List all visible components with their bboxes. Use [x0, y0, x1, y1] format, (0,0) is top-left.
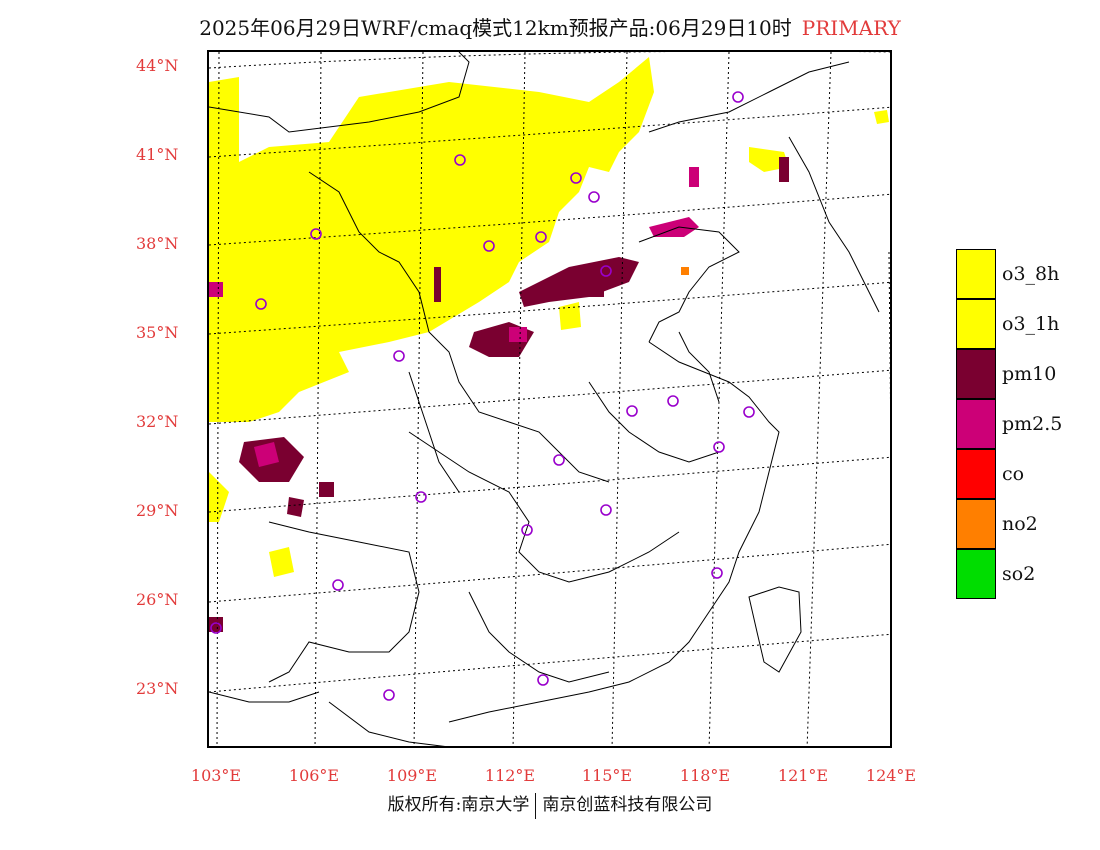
legend-swatch: [956, 499, 996, 549]
station-marker: [570, 172, 582, 184]
station-marker: [521, 524, 533, 536]
legend-item-no2: no2: [956, 499, 1062, 549]
station-marker: [667, 395, 679, 407]
boundaries: [209, 52, 880, 746]
station-marker: [383, 689, 395, 701]
legend-swatch: [956, 399, 996, 449]
station-marker: [600, 265, 612, 277]
station-marker: [713, 441, 725, 453]
legend-label: o3_1h: [1002, 313, 1060, 335]
station-marker: [332, 579, 344, 591]
lon-label-103: 103°E: [190, 766, 242, 785]
lat-label-38: 38°N: [136, 234, 179, 253]
lon-label-121: 121°E: [777, 766, 829, 785]
legend-label: no2: [1002, 513, 1038, 535]
lon-label-106: 106°E: [288, 766, 340, 785]
station-marker: [255, 298, 267, 310]
station-marker: [553, 454, 565, 466]
station-marker: [454, 154, 466, 166]
legend-label: pm10: [1002, 363, 1057, 385]
legend-item-so2: so2: [956, 549, 1062, 599]
title-main: 2025年06月29日WRF/cmaq模式12km预报产品:06月29日10时: [199, 16, 792, 40]
station-marker: [537, 674, 549, 686]
footer-right: 南京创蓝科技有限公司: [542, 795, 713, 815]
title-tag: PRIMARY: [801, 16, 901, 40]
lon-label-112: 112°E: [484, 766, 536, 785]
station-marker: [732, 91, 744, 103]
legend-item-pm10: pm10: [956, 349, 1062, 399]
station-marker: [415, 491, 427, 503]
copyright-footer: 版权所有:南京大学 南京创蓝科技有限公司: [0, 790, 1100, 819]
lon-label-124: 124°E: [865, 766, 917, 785]
station-marker: [711, 567, 723, 579]
legend-label: co: [1002, 463, 1025, 485]
station-marker: [626, 405, 638, 417]
graticule: [209, 52, 890, 746]
station-marker: [483, 240, 495, 252]
legend-item-o3-8h: o3_8h: [956, 249, 1062, 299]
pm25-areas: [209, 167, 699, 467]
legend-swatch: [956, 449, 996, 499]
lat-label-32: 32°N: [136, 412, 179, 431]
station-marker: [310, 228, 322, 240]
legend-swatch: [956, 249, 996, 299]
footer-left: 版权所有:南京大学: [387, 795, 530, 815]
map-title: 2025年06月29日WRF/cmaq模式12km预报产品:06月29日10时 P…: [0, 12, 1100, 41]
map-panel[interactable]: [207, 50, 892, 748]
legend-item-o3-1h: o3_1h: [956, 299, 1062, 349]
station-marker: [600, 504, 612, 516]
legend-swatch: [956, 549, 996, 599]
station-marker: [588, 191, 600, 203]
footer-separator: [535, 792, 537, 819]
legend-label: pm2.5: [1002, 413, 1063, 435]
lon-label-118: 118°E: [679, 766, 731, 785]
lon-label-109: 109°E: [386, 766, 438, 785]
station-markers: [210, 91, 755, 701]
lat-label-29: 29°N: [136, 501, 179, 520]
no2-spot: [681, 267, 689, 275]
legend-swatch: [956, 349, 996, 399]
station-marker: [535, 231, 547, 243]
station-marker: [743, 406, 755, 418]
map-canvas: [209, 52, 890, 746]
legend-item-co: co: [956, 449, 1062, 499]
legend-item-pm25: pm2.5: [956, 399, 1062, 449]
legend-label: so2: [1002, 563, 1036, 585]
lat-label-23: 23°N: [136, 679, 179, 698]
lat-label-26: 26°N: [136, 590, 179, 609]
station-marker: [210, 622, 222, 634]
lat-label-35: 35°N: [136, 323, 179, 342]
legend-swatch: [956, 299, 996, 349]
lat-label-41: 41°N: [136, 145, 179, 164]
lat-label-44: 44°N: [136, 56, 179, 75]
lon-label-115: 115°E: [581, 766, 633, 785]
legend-label: o3_8h: [1002, 263, 1060, 285]
legend: o3_8h o3_1h pm10 pm2.5 co no2 so2: [956, 249, 1062, 599]
station-marker: [393, 350, 405, 362]
ozone-area: [209, 57, 889, 577]
